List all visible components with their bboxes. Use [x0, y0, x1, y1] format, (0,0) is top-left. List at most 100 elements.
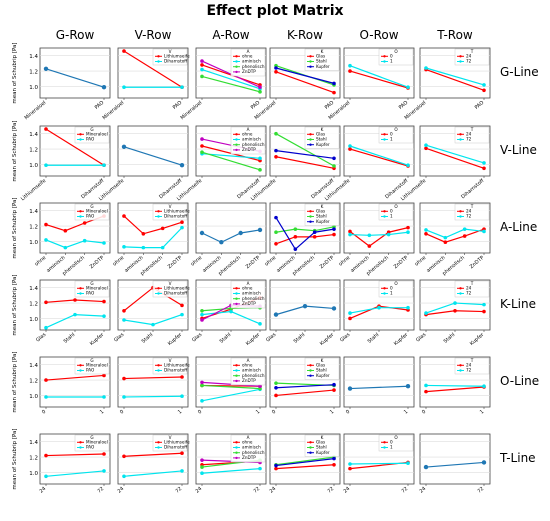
data-point	[200, 67, 204, 72]
data-point	[200, 312, 204, 317]
legend-entry: 72	[466, 59, 472, 64]
legend-marker	[235, 55, 238, 58]
data-point	[258, 322, 262, 326]
data-point	[44, 222, 48, 227]
legend-marker	[235, 456, 238, 460]
data-point	[274, 393, 278, 398]
data-point	[44, 474, 48, 479]
x-tick-label: ZnDTP	[393, 255, 410, 270]
legend-entry: Stahl	[316, 445, 327, 450]
legend-entry: ZnDTP	[242, 69, 256, 74]
data-point	[332, 81, 336, 86]
legend-marker	[79, 138, 82, 141]
series-line	[425, 144, 485, 164]
legend-entry: Lithiumseife	[164, 209, 190, 214]
data-point	[180, 375, 184, 379]
data-point	[443, 240, 448, 245]
data-point	[179, 163, 185, 168]
data-point	[122, 214, 126, 218]
data-point	[219, 240, 224, 245]
data-point	[180, 469, 184, 473]
legend-marker	[383, 55, 386, 58]
legend-entry: 24	[466, 363, 472, 368]
legend-marker	[459, 292, 462, 295]
legend-title: G	[90, 435, 93, 440]
data-point	[424, 389, 428, 394]
data-point	[367, 244, 372, 248]
series-line	[45, 374, 105, 381]
y-tick-label: 1.4	[29, 54, 38, 60]
column-header: K-Row	[287, 28, 323, 42]
legend-marker	[309, 446, 312, 449]
x-tick-label: ZnDTP	[469, 255, 486, 270]
y-tick-label: 1.0	[29, 240, 38, 246]
data-point	[293, 227, 298, 231]
legend-entry: Lithiumseife	[164, 440, 190, 445]
y-tick-label: 1.0	[29, 471, 38, 477]
panel: Lithiumseife Diharnstoff	[98, 125, 189, 202]
x-tick-label: Kupfer	[245, 331, 262, 347]
data-point	[332, 388, 336, 392]
data-point	[481, 460, 487, 465]
legend-title: G	[90, 127, 93, 132]
data-point	[63, 228, 68, 233]
legend-entry: ohne	[242, 440, 253, 445]
y-tick-label: 1.4	[29, 286, 38, 292]
data-point	[406, 230, 410, 235]
data-point	[122, 376, 126, 381]
x-tick-label: 0	[271, 409, 277, 416]
panel-frame	[419, 433, 491, 485]
x-tick-label: ZnDTP	[167, 255, 184, 270]
legend-marker	[79, 215, 82, 218]
data-point	[274, 230, 278, 235]
y-tick-label: 1.4	[29, 440, 38, 446]
series-line	[201, 388, 261, 402]
legend-box	[304, 434, 340, 457]
legend-entry: phenolisch	[242, 373, 265, 378]
data-point	[180, 312, 184, 317]
legend-marker	[459, 210, 462, 213]
legend-entry: aminisch	[242, 137, 261, 142]
legend-title: K	[321, 127, 324, 132]
data-point	[102, 452, 106, 456]
column-header: T-Row	[437, 28, 473, 42]
panel: Lithiumseife DiharnstoffAohneaminischphen…	[176, 125, 267, 202]
legend-entry: Mineraloel	[86, 286, 108, 291]
data-point	[102, 469, 106, 473]
legend-marker	[309, 451, 312, 454]
row-header: T-Line	[500, 451, 536, 465]
legend-title: O	[394, 435, 398, 440]
x-tick-label: 24	[39, 486, 48, 495]
legend-marker	[309, 374, 312, 377]
legend-marker	[235, 364, 238, 367]
data-point	[406, 163, 410, 168]
legend-entry: 0	[390, 132, 393, 137]
row-header: A-Line	[500, 220, 538, 234]
x-tick-label: Lithiumseife	[20, 178, 47, 202]
legend-entry: aminisch	[242, 445, 261, 450]
legend-entry: 72	[466, 214, 472, 219]
data-point	[258, 168, 262, 172]
legend-entry: Mineraloel	[86, 440, 108, 445]
legend-marker	[79, 369, 82, 372]
legend-marker	[235, 441, 238, 444]
data-point	[180, 451, 184, 456]
series-line	[425, 228, 485, 243]
data-point	[151, 322, 155, 327]
legend-entry: Stahl	[316, 368, 327, 373]
legend-entry: 1	[390, 59, 393, 64]
legend-title: A	[247, 435, 250, 440]
data-point	[423, 464, 429, 470]
data-point	[482, 309, 486, 314]
data-point	[274, 66, 278, 70]
legend-marker	[79, 287, 82, 290]
legend-entry: Diharnstoff	[164, 368, 187, 373]
series-line	[275, 226, 335, 233]
